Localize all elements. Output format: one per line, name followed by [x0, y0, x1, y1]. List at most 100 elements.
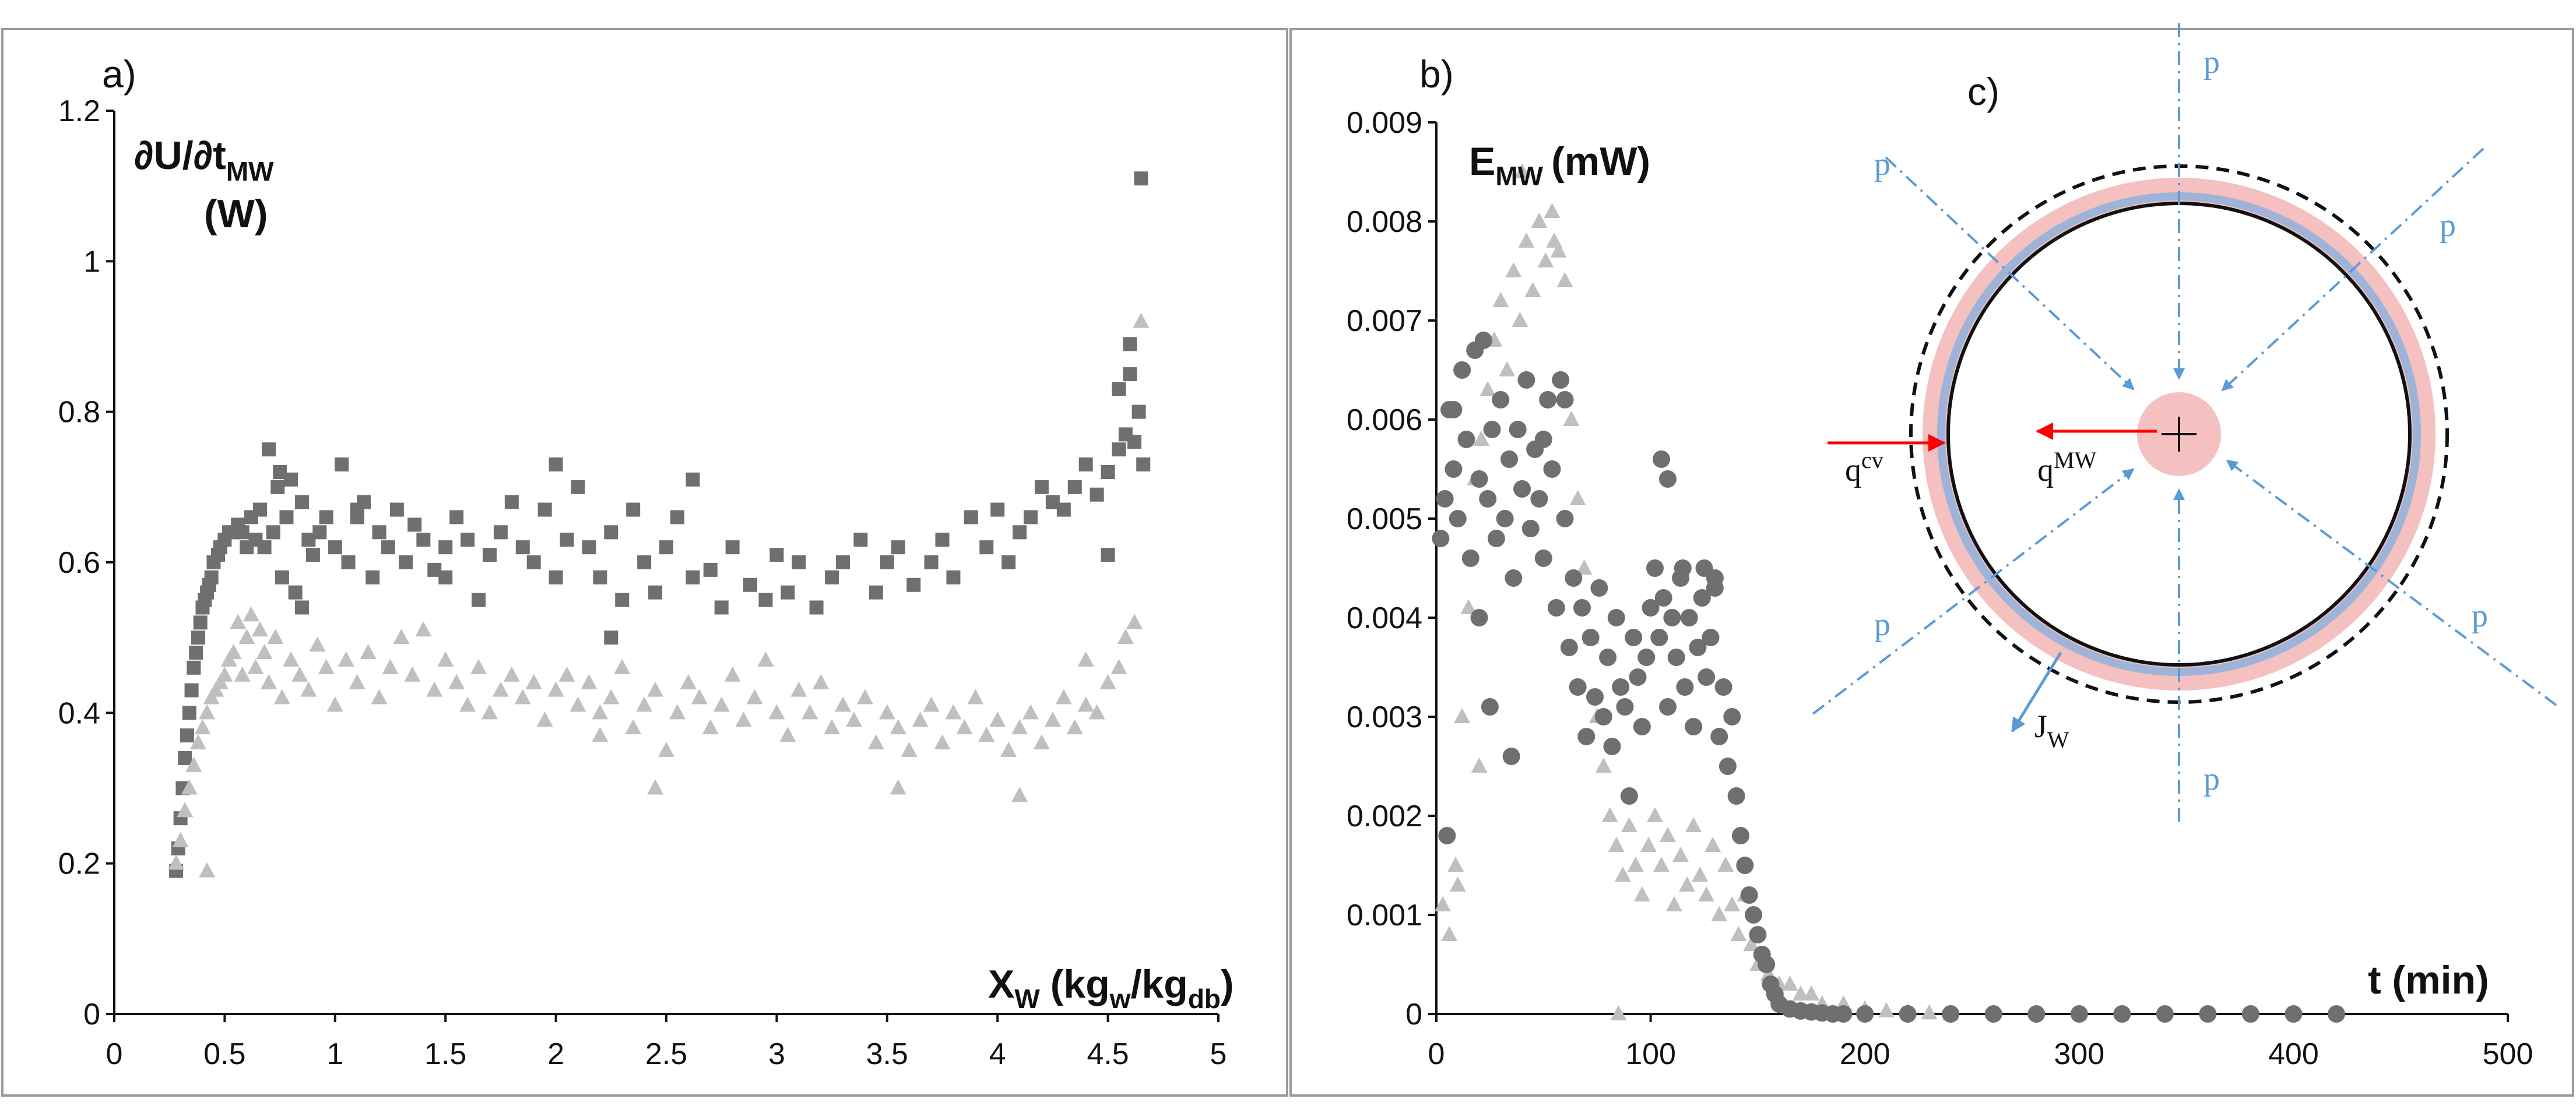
panel-b-triangle-point [1730, 926, 1747, 941]
panel-b-ytick-label: 0.001 [1347, 899, 1422, 932]
panel-a-triangle-point [426, 681, 443, 697]
panel-a-xtick-label: 1.5 [424, 1037, 466, 1071]
panel-b-circle-point [1633, 718, 1651, 735]
panel-a-triangle-point [856, 689, 873, 705]
panel-a-square-point [637, 555, 652, 569]
panel-a-triangle-point [225, 644, 242, 659]
panel-b-triangle-point [1447, 857, 1464, 872]
panel-a-square-point [288, 585, 303, 600]
panel-a-triangle-point [1055, 689, 1072, 705]
panel-b-circle-point [2241, 1005, 2259, 1023]
panel-a-square-point [319, 510, 333, 524]
panel-a-triangle-point [923, 696, 940, 712]
panel-b-circle-point [1547, 599, 1565, 617]
panel-a-triangle-point [1011, 787, 1028, 802]
pressure-label-bottom-right: p [2472, 598, 2488, 634]
panel-a-square-point [593, 570, 607, 584]
panel-b-triangle-point [1531, 213, 1548, 228]
panel-b-triangle-point [1546, 233, 1563, 248]
panel-a-xtick-label: 4 [989, 1037, 1006, 1071]
panel-a-triangle-point [1077, 651, 1094, 667]
panel-a-square-point [825, 570, 839, 584]
panel-a-square-point [191, 631, 205, 645]
panel-a-square-point [604, 631, 618, 645]
q-mw-label: qMW [2037, 447, 2097, 488]
panel-a-triangle-point [912, 712, 929, 727]
panel-a-ytick-label: 0.4 [58, 696, 100, 730]
panel-a-square-point [714, 600, 729, 615]
panel-b-circle-point [1652, 450, 1670, 468]
panel-a-square-point [449, 510, 464, 524]
panel-b-circle-point [1680, 609, 1698, 626]
panel-b-circle-point [1590, 579, 1608, 597]
panel-b-series-circles [1432, 332, 2345, 1023]
panel-a-square-point [1078, 457, 1093, 472]
panel-a-square-point [189, 646, 203, 660]
panel-a-square-point [235, 525, 249, 540]
panel-a-triangle-point [570, 696, 586, 712]
panel-a-ytick-label: 0.2 [58, 847, 100, 881]
panel-a-triangle-point [878, 704, 895, 720]
panel-a-square-point [891, 540, 905, 555]
panel-a: a) 0 0.2 0.4 0.6 0.8 1 1.2 0 0.5 1 1.5 2 2.5 3 3.5 4 4.… [58, 52, 1234, 1071]
panel-a-xtick-label: 3 [768, 1037, 785, 1071]
panel-a-triangle-point [835, 696, 852, 712]
panel-b-circle-point [1509, 421, 1527, 438]
panel-a-triangle-point [437, 651, 454, 667]
panel-a-triangle-point [503, 666, 520, 682]
panel-a-square-point [515, 540, 530, 555]
panel-b-ytick-label: 0.005 [1347, 502, 1422, 536]
panel-b-triangle-point [1563, 411, 1580, 426]
panel-b-frame [1289, 28, 2574, 1097]
panel-a-square-point [659, 540, 673, 555]
panel-a-triangle-point [492, 681, 509, 697]
panel-b-series-triangles [1435, 163, 1959, 1020]
panel-a-triangle-point [978, 727, 995, 742]
panel-b-triangle-point [1492, 292, 1509, 307]
panel-a-triangle-point [636, 696, 653, 712]
panel-a-square-point [328, 540, 342, 555]
panel-b-circle-point [1706, 569, 1724, 587]
panel-a-square-point [743, 577, 757, 592]
panel-a-square-point [1056, 502, 1071, 517]
panel-a-square-point [438, 540, 453, 555]
panel-b-ytick-label: 0.002 [1347, 799, 1422, 833]
pressure-label-bottom: p [2204, 761, 2220, 797]
panel-b-circle-point [1556, 391, 1574, 408]
panel-a-square-point [526, 555, 541, 569]
panel-b-triangle-point [1705, 837, 1721, 852]
panel-a-triangle-point [802, 704, 818, 720]
panel-b-circle-point [1984, 1005, 2002, 1023]
panel-b-triangle-point [1803, 985, 1820, 1001]
panel-b-circle-point [1505, 569, 1523, 587]
panel-b-triangle-point [1518, 233, 1535, 248]
panel-b-circle-point [1539, 391, 1557, 408]
panel-a-triangle-point [547, 681, 564, 697]
panel-a-square-point [836, 555, 851, 569]
panel-b-triangle-point [1454, 708, 1471, 723]
panel-a-triangle-point [199, 862, 216, 878]
panel-a-triangle-point [1011, 719, 1028, 735]
panel-a-triangle-point [189, 734, 206, 749]
panel-a-ytick-label: 0 [83, 998, 100, 1031]
panel-a-square-point [1034, 480, 1049, 494]
panel-b-circle-point [1449, 510, 1467, 527]
panel-b-circle-point [1702, 629, 1720, 646]
panel-b-circle-point [1543, 460, 1561, 478]
panel-b-triangle-point [1660, 827, 1677, 842]
panel-a-triangle-point [234, 666, 251, 682]
panel-a-triangle-point [177, 802, 194, 818]
panel-b-triangle-point [1646, 807, 1663, 822]
panel-b-triangle-point [1514, 163, 1531, 178]
panel-a-series-triangles [168, 312, 1150, 878]
panel-b-xtick-label: 300 [2054, 1037, 2104, 1071]
panel-b-circle-point [1560, 639, 1578, 656]
panel-a-triangle-point [326, 696, 343, 712]
panel-b-circle-point [1749, 926, 1767, 943]
panel-b-circle-point [1736, 857, 1754, 874]
panel-b-triangle-point [1633, 886, 1650, 901]
panel-a-triangle-point [614, 658, 631, 674]
panel-b-circle-point [1565, 569, 1583, 587]
panel-a-square-point [381, 540, 395, 555]
panel-a-xtick-label: 3.5 [866, 1037, 908, 1071]
